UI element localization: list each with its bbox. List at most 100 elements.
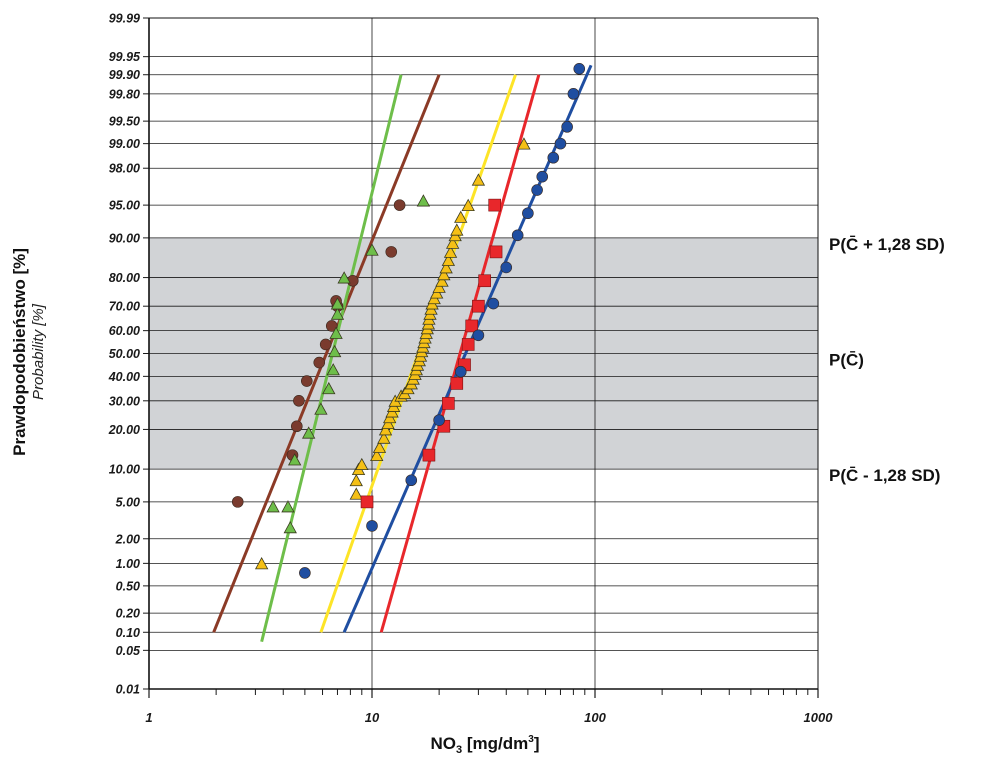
series-5-point	[500, 261, 513, 274]
series-5-point	[433, 414, 445, 426]
series-5-point	[299, 567, 311, 579]
series-1-point	[385, 246, 398, 258]
series-3-point	[432, 280, 446, 293]
series-4-point	[422, 448, 436, 462]
series-5-point	[573, 62, 586, 75]
series-2-point	[322, 381, 336, 395]
series-2-point	[301, 426, 316, 439]
series-5-point	[511, 229, 524, 242]
series-4-point	[489, 245, 503, 259]
y-tick-label: 60.00	[109, 324, 140, 338]
series-5-point	[487, 297, 500, 310]
series-2-point	[416, 194, 431, 207]
series-3-point	[461, 198, 475, 212]
y-tick-label: 99.50	[109, 115, 140, 129]
y-tick-label: 70.00	[109, 300, 140, 314]
band-annotation-1: P(C̄ + 1,28 SD)	[829, 235, 945, 254]
series-2-point	[327, 344, 342, 358]
series-2-point	[287, 453, 302, 466]
y-tick-label: 20.00	[108, 423, 140, 437]
y-tick-label: 80.00	[109, 271, 140, 285]
series-4-point	[450, 377, 464, 390]
series-3-point	[437, 267, 451, 281]
x-tick-label: 1	[145, 710, 152, 725]
series-3-point	[445, 236, 460, 249]
series-5-point	[536, 170, 549, 183]
series-1-point	[300, 375, 313, 387]
series-3-point	[454, 210, 468, 223]
series-5-point	[547, 151, 560, 164]
series-3-point	[378, 423, 393, 436]
y-tick-label: 40.00	[108, 370, 140, 384]
series-2-point	[337, 271, 351, 284]
y-tick-label: 99.95	[109, 50, 141, 64]
y-tick-label: 99.99	[109, 12, 140, 26]
x-tick-label: 10	[365, 710, 380, 725]
series-2-point	[266, 500, 280, 513]
y-tick-label: 99.90	[109, 68, 140, 82]
y-tick-label: 95.00	[109, 199, 140, 213]
series-5-point	[531, 184, 543, 196]
series-2-point	[330, 297, 345, 310]
series-1-point	[319, 338, 332, 351]
series-2-point	[281, 500, 295, 513]
x-tick-label: 100	[584, 710, 606, 725]
series-3-point	[439, 261, 453, 274]
series-3-point	[372, 440, 387, 453]
series-5-point	[567, 88, 580, 100]
series-3-point	[349, 487, 363, 500]
band-annotation-2: P(C̄)	[829, 351, 864, 370]
y-tick-label: 99.00	[109, 137, 140, 151]
y-tick-label: 2.00	[115, 532, 140, 546]
series-1-point	[393, 199, 406, 211]
y-tick-label: 0.05	[116, 644, 141, 658]
series-3-point	[355, 457, 369, 471]
series-5-point	[522, 207, 534, 220]
series-4-point	[488, 198, 502, 212]
series-1-point	[290, 420, 303, 433]
fit-line-4	[379, 74, 541, 633]
series-2-point	[283, 520, 297, 534]
fit-line-2	[260, 74, 403, 643]
y-tick-label: 5.00	[116, 495, 140, 509]
series-1-point	[325, 320, 338, 332]
y-tick-label: 1.00	[116, 557, 140, 571]
series-3-point	[381, 416, 395, 430]
y-tick-label: 99.80	[109, 87, 140, 101]
series-3-point	[254, 557, 269, 570]
series-3-point	[450, 223, 464, 236]
series-3-point	[471, 173, 486, 186]
series-3-point	[377, 431, 391, 444]
series-2-point	[329, 326, 343, 339]
labels-layer: 0.01 0.05 0.10 0.20 0.50 1.00 2.00 5.00 10.00 20.…	[108, 12, 945, 726]
y-axis-subtitle: Probability [%]	[30, 303, 47, 400]
series-2-point	[326, 363, 340, 376]
series-1-point	[313, 356, 326, 369]
series-5-point	[405, 474, 418, 487]
series-4-point	[360, 495, 374, 509]
y-axis-title: Prawdopodobieństwo [%]	[10, 248, 29, 456]
series-4-point	[478, 274, 491, 288]
series-1-point	[293, 395, 305, 407]
series-5-point	[561, 121, 573, 133]
series-3-point	[441, 253, 456, 266]
y-tick-label: 10.00	[109, 463, 140, 477]
series-3-point	[370, 448, 384, 462]
series-4-point	[461, 338, 475, 351]
fit-line-1	[212, 74, 441, 633]
band-annotation-3: P(C̄ - 1,28 SD)	[829, 466, 940, 485]
y-tick-label: 98.00	[109, 162, 140, 176]
y-tick-label: 30.00	[109, 394, 140, 408]
y-tick-label: 0.20	[116, 607, 140, 621]
y-tick-label: 0.01	[116, 683, 140, 697]
series-5-point	[472, 329, 485, 342]
series-2-point	[330, 307, 345, 320]
y-tick-label: 0.10	[116, 626, 140, 640]
series-2-point	[365, 243, 379, 256]
series-3-point	[435, 274, 449, 287]
y-tick-label: 0.50	[116, 579, 140, 593]
axis-layer	[143, 17, 819, 698]
series-4-point	[465, 319, 479, 333]
